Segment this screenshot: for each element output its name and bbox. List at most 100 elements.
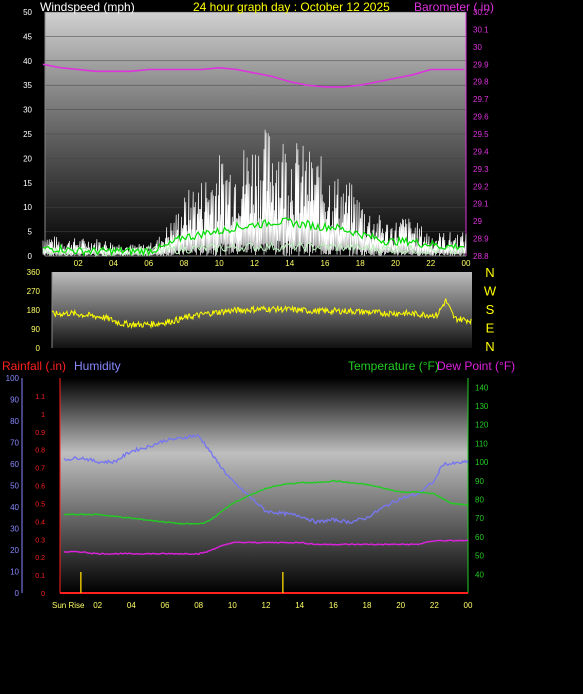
barometer-axis-tick: 29.8 — [473, 78, 489, 87]
compass-letter: E — [486, 321, 495, 336]
sunrise-label: Sun Rise — [52, 601, 85, 610]
temperature-axis-tick: 60 — [475, 533, 484, 542]
wind-time-tick: 04 — [109, 259, 118, 268]
barometer-axis-tick: 30 — [473, 43, 482, 52]
humidity-line — [63, 434, 469, 525]
wind-axis-tick: 25 — [23, 130, 32, 139]
humidity-axis-tick: 60 — [10, 460, 19, 469]
temperature-axis-tick: 80 — [475, 496, 484, 505]
humidity-axis-tick: 80 — [10, 417, 19, 426]
barometer-axis-tick: 29.4 — [473, 147, 489, 156]
compass-letter: N — [485, 265, 494, 280]
temperature-axis-tick: 130 — [475, 402, 489, 411]
wind-axis-tick: 10 — [23, 203, 32, 212]
wind-time-tick: 22 — [426, 259, 435, 268]
barometer-axis-tick: 28.8 — [473, 252, 489, 261]
temperature-axis-tick: 90 — [475, 477, 484, 486]
wind-time-tick: 14 — [285, 259, 294, 268]
barometer-label: Barometer ( in) — [414, 0, 494, 14]
temp-time-tick: 10 — [228, 601, 237, 610]
barometer-axis-tick: 28.9 — [473, 235, 489, 244]
wind-time-tick: 00 — [462, 259, 471, 268]
barometer-axis-tick: 30.1 — [473, 25, 489, 34]
temp-time-tick: 22 — [430, 601, 439, 610]
dewpoint-line — [63, 539, 469, 556]
temp-time-tick: 00 — [464, 601, 473, 610]
temperature-line — [63, 479, 469, 525]
humidity-axis-tick: 20 — [10, 546, 19, 555]
wind-time-tick: 12 — [250, 259, 259, 268]
graph-title: 24 hour graph day : October 12 2025 — [193, 0, 390, 14]
barometer-line — [42, 63, 465, 88]
wind-axis-tick: 20 — [23, 154, 32, 163]
wind-time-tick: 08 — [180, 259, 189, 268]
humidity-axis-tick: 50 — [10, 482, 19, 491]
humidity-axis-tick: 0 — [15, 589, 20, 598]
wind-direction-line — [51, 298, 472, 330]
temperature-axis-tick: 140 — [475, 383, 489, 392]
temp-time-tick: 08 — [194, 601, 203, 610]
direction-axis-tick: 270 — [27, 287, 41, 296]
wind-axis-tick: 40 — [23, 57, 32, 66]
temp-time-tick: 20 — [396, 601, 405, 610]
compass-letter: S — [486, 302, 495, 317]
temp-time-tick: 02 — [93, 601, 102, 610]
wind-time-tick: 20 — [391, 259, 400, 268]
direction-axis-tick: 0 — [36, 344, 41, 353]
direction-panel-bg — [52, 272, 472, 348]
wind-time-tick: 06 — [144, 259, 153, 268]
wind-average-line — [42, 217, 465, 258]
temperature-axis-tick: 50 — [475, 552, 484, 561]
barometer-axis-tick: 29 — [473, 217, 482, 226]
rain-axis-tick: 0.7 — [35, 466, 45, 473]
temp-time-tick: 14 — [295, 601, 304, 610]
rain-axis-tick: 0.2 — [35, 555, 45, 562]
barometer-axis-tick: 29.5 — [473, 130, 489, 139]
humidity-axis-tick: 10 — [10, 568, 19, 577]
rain-axis-tick: 1.1 — [35, 394, 45, 401]
temperature-axis-tick: 120 — [475, 421, 489, 430]
humidity-axis-tick: 30 — [10, 525, 19, 534]
humidity-axis-tick: 40 — [10, 503, 19, 512]
temperature-label: Temperature (°F) — [348, 359, 439, 373]
barometer-axis-tick: 30.2 — [473, 8, 489, 17]
wind-axis-tick: 50 — [23, 8, 32, 17]
temp-time-tick: 12 — [262, 601, 271, 610]
wind-axis-tick: 5 — [28, 228, 33, 237]
temp-time-tick: 04 — [127, 601, 136, 610]
rain-axis-tick: 0.9 — [35, 430, 45, 437]
rain-axis-tick: 0.4 — [35, 519, 45, 526]
humidity-label: Humidity — [74, 359, 121, 373]
barometer-axis-tick: 29.1 — [473, 200, 489, 209]
wind-axis-tick: 15 — [23, 179, 32, 188]
humidity-axis-tick: 100 — [6, 374, 20, 383]
humidity-axis-tick: 90 — [10, 396, 19, 405]
direction-axis-tick: 180 — [27, 306, 41, 315]
barometer-axis-tick: 29.9 — [473, 60, 489, 69]
wind-axis-tick: 30 — [23, 106, 32, 115]
barometer-axis-tick: 29.7 — [473, 95, 489, 104]
temperature-axis-tick: 110 — [475, 439, 488, 448]
wind-time-tick: 18 — [356, 259, 365, 268]
temperature-axis-tick: 70 — [475, 514, 484, 523]
wind-axis-tick: 35 — [23, 81, 32, 90]
barometer-axis-tick: 29.3 — [473, 165, 489, 174]
dewpoint-label: Dew Point (°F) — [437, 359, 515, 373]
wind-axis-tick: 0 — [28, 252, 33, 261]
rain-axis-tick: 0.5 — [35, 501, 45, 508]
rain-axis-tick: 0.1 — [35, 573, 45, 580]
barometer-axis-tick: 29.2 — [473, 182, 489, 191]
temperature-axis-tick: 100 — [475, 458, 489, 467]
temp-time-tick: 06 — [161, 601, 170, 610]
rain-axis-tick: 0.8 — [35, 448, 45, 455]
barometer-axis-tick: 29.6 — [473, 113, 489, 122]
wind-time-tick: 16 — [321, 259, 330, 268]
direction-axis-tick: 360 — [27, 268, 41, 277]
wind-axis-tick: 45 — [23, 32, 32, 41]
windspeed-label: Windspeed (mph) — [40, 0, 135, 14]
wind-time-tick: 02 — [74, 259, 83, 268]
rain-axis-tick: 1 — [41, 412, 45, 419]
compass-letter: W — [484, 284, 497, 299]
